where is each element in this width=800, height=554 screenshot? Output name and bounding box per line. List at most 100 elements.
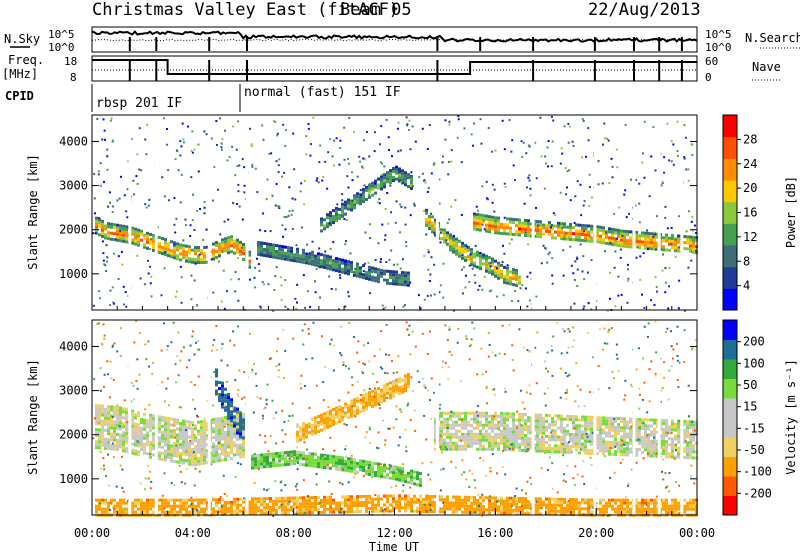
power-cbar-tick-label: 20 [743, 181, 757, 195]
freq-label: Freq. [8, 53, 44, 67]
nave-tick-top: 60 [705, 55, 718, 68]
velocity-panel: 1000 2000 3000 4000 00:00 04:00 08:00 12:00 16:… [26, 306, 798, 554]
velocity-cbar-segment [723, 398, 737, 418]
nsearch-label: N.Search [745, 31, 800, 45]
velocity-speckle [92, 320, 697, 517]
cpid-mode-1: rbsp 201 IF [96, 96, 182, 111]
nsky-tick-top-left: 10^5 [48, 28, 75, 41]
power-band-0 [95, 216, 251, 269]
velocity-cbar-tick-label: -100 [743, 465, 772, 479]
power-data [92, 115, 698, 312]
cpid-label: CPID [5, 89, 34, 103]
velocity-xticks: 00:00 04:00 08:00 12:00 16:00 20:00 00:00 [74, 306, 715, 540]
velocity-ylabel: Slant Range [km] [26, 359, 40, 475]
velocity-cbar-tick-label: -15 [743, 421, 765, 435]
power-panel: 1000 2000 3000 4000 Slant Range [km] 28 24 20… [26, 114, 798, 312]
power-ytick-label: 2000 [59, 223, 88, 237]
xtick-label: 08:00 [276, 526, 312, 540]
freq-tick-top: 18 [64, 55, 77, 68]
xtick-label: 00:00 [74, 526, 110, 540]
power-cbar-tick-label: 16 [743, 206, 757, 220]
nsky-label: N.Sky [4, 32, 40, 46]
velocity-band-3 [296, 372, 410, 443]
velocity-cbar-segment [723, 417, 737, 438]
power-cbar-segment [723, 288, 737, 311]
xtick-label: 00:00 [679, 526, 715, 540]
freq-unit-label: [MHz] [2, 67, 38, 81]
velocity-cbar-segment [723, 476, 737, 496]
power-cbar-tick-label: 4 [743, 279, 750, 293]
velocity-colorbar: 200 100 50 15 -15 -50 -100 -200 [722, 319, 772, 516]
power-cbar-label: Power [dB] [784, 176, 798, 248]
velocity-ytick-label: 3000 [59, 384, 88, 398]
velocity-cbar-segment [723, 320, 737, 340]
velocity-cbar-tick-label: 15 [743, 400, 757, 414]
velocity-data [92, 320, 698, 517]
xtick-label: 20:00 [578, 526, 614, 540]
velocity-cbar-segment [723, 339, 737, 360]
velocity-cbar-tick-label: -200 [743, 486, 772, 500]
power-ytick-label: 4000 [59, 134, 88, 148]
xtick-label: 04:00 [175, 526, 211, 540]
velocity-ytick-label: 2000 [59, 428, 88, 442]
velocity-cbar-segment [723, 378, 737, 399]
velocity-cbar-label: Velocity [m s⁻¹] [784, 359, 798, 475]
velocity-ytick-label: 1000 [59, 472, 88, 486]
velocity-cbar-segment [723, 359, 737, 379]
power-cbar-tick-label: 24 [743, 157, 757, 171]
power-cbar-segment [723, 266, 737, 289]
power-cbar-tick-label: 12 [743, 230, 757, 244]
power-cbar-segment [723, 180, 737, 203]
power-band-2 [320, 165, 413, 233]
velocity-band-0 [95, 404, 245, 467]
cpid-row: CPID rbsp 201 IF normal (fast) 151 IF [5, 84, 401, 112]
power-gaps [128, 115, 684, 310]
cpid-mode-2: normal (fast) 151 IF [244, 85, 401, 100]
velocity-cbar-frame [722, 319, 738, 516]
velocity-cbar-segment [723, 437, 737, 457]
nave-tick-bottom: 0 [705, 71, 712, 84]
xtick-label: 12:00 [376, 526, 412, 540]
nsky-tick-top-right: 10^5 [705, 28, 732, 41]
velocity-cbar-tick-label: 100 [743, 356, 765, 370]
nave-label: Nave [752, 60, 781, 74]
velocity-cbar-tick-label: 50 [743, 378, 757, 392]
velocity-yticks: 1000 2000 3000 4000 [59, 339, 697, 486]
velocity-cbar-segment [723, 495, 737, 516]
power-cbar-tick-label: 8 [743, 254, 750, 268]
power-cbar-tick-label: 28 [743, 132, 757, 146]
power-cbar-segment [723, 223, 737, 246]
power-ytick-label: 3000 [59, 179, 88, 193]
power-colorbar: 28 24 20 16 12 8 4 [722, 114, 757, 311]
velocity-cbar-segment [723, 456, 737, 477]
freq-panel: Freq. [MHz] 18 8 60 0 Nave [2, 53, 781, 84]
power-cbar-segment [723, 245, 737, 268]
power-yticks: 1000 2000 3000 4000 [59, 134, 697, 281]
beam-label: Beam 05 [340, 0, 412, 20]
velocity-band-1 [215, 368, 245, 440]
power-cbar-segment [723, 136, 737, 159]
time-axis-label: Time UT [369, 540, 420, 554]
power-cbar-segment [723, 201, 737, 224]
velocity-gaps [128, 320, 684, 515]
nsearch-trace [92, 38, 698, 42]
velocity-ytick-label: 4000 [59, 339, 88, 353]
power-cbar-segment [723, 158, 737, 181]
freq-tick-bottom: 8 [70, 71, 77, 84]
power-speckle [92, 115, 698, 312]
velocity-cbar-tick-label: -50 [743, 443, 765, 457]
power-ytick-label: 1000 [59, 267, 88, 281]
power-ylabel: Slant Range [km] [26, 154, 40, 270]
power-cbar-segment [723, 115, 737, 138]
velocity-band-5 [95, 494, 698, 517]
nsky-panel: N.Sky 10^5 10^0 10^5 10^0 N.Search [4, 26, 800, 54]
nsky-trace [91, 30, 698, 51]
velocity-cbar-tick-label: 200 [743, 335, 765, 349]
radar-name-title: Christmas Valley East (fitACF) [92, 0, 399, 20]
velocity-band-2 [251, 450, 422, 488]
xtick-label: 16:00 [477, 526, 513, 540]
nsky-tick-bottom-left: 10^0 [48, 41, 75, 54]
date-label: 22/Aug/2013 [588, 0, 701, 20]
nsky-tick-bottom-right: 10^0 [705, 41, 732, 54]
